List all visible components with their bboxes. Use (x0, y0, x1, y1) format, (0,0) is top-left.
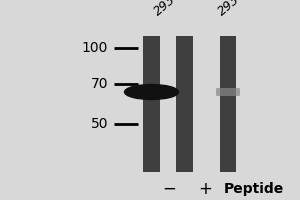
FancyBboxPatch shape (216, 88, 240, 96)
Ellipse shape (124, 84, 178, 99)
Text: 70: 70 (91, 77, 108, 91)
Text: −: − (163, 180, 176, 198)
FancyBboxPatch shape (220, 36, 236, 172)
Text: 293: 293 (152, 0, 178, 18)
Text: Peptide: Peptide (224, 182, 284, 196)
Text: 293: 293 (216, 0, 243, 18)
FancyBboxPatch shape (143, 36, 160, 172)
Text: +: + (199, 180, 212, 198)
Text: 100: 100 (82, 41, 108, 55)
FancyBboxPatch shape (176, 36, 193, 172)
Text: 50: 50 (91, 117, 108, 131)
